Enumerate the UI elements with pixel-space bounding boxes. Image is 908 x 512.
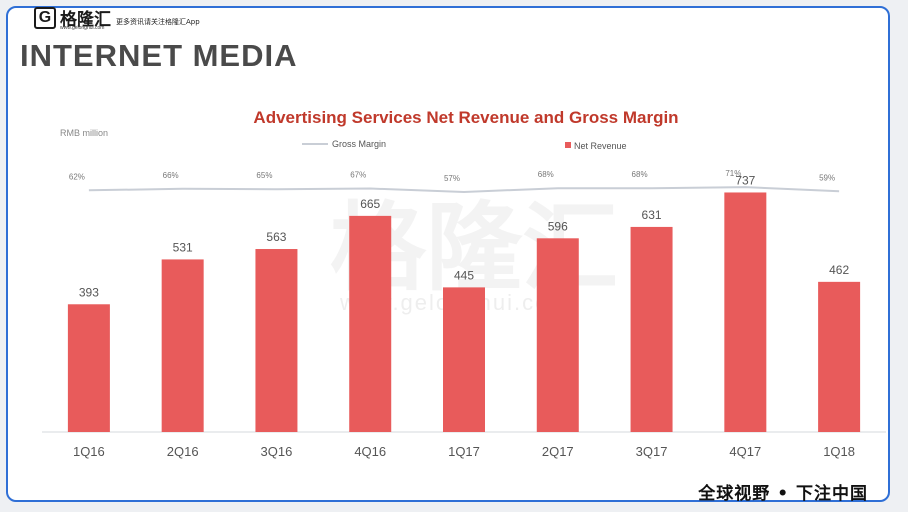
- x-tick-2q17: 2Q17: [542, 444, 574, 459]
- x-tick-1q17: 1Q17: [448, 444, 480, 459]
- bar-label-2q17: 596: [548, 219, 568, 233]
- bar-1q18: [818, 281, 861, 432]
- bar-4q17: [724, 192, 767, 432]
- margin-label-4q16: 67%: [350, 171, 366, 180]
- gross-margin-line: [88, 186, 840, 194]
- bar-label-4q16: 665: [360, 197, 380, 211]
- bar-1q16: [67, 304, 110, 432]
- x-tick-2q16: 2Q16: [167, 444, 199, 459]
- logo-name: 格隆汇: [60, 10, 111, 30]
- x-tick-3q17: 3Q17: [636, 444, 668, 459]
- logo-icon: G: [34, 7, 56, 29]
- logo-url: www.gelonghui.com: [60, 25, 105, 31]
- margin-label-2q17: 68%: [538, 170, 554, 179]
- bar-label-1q17: 445: [454, 268, 474, 282]
- chart-title: Advertising Services Net Revenue and Gro…: [253, 108, 678, 127]
- margin-label-3q16: 65%: [256, 171, 272, 180]
- bar-label-1q18: 462: [829, 263, 849, 277]
- x-tick-4q17: 4Q17: [729, 444, 761, 459]
- slide-title: INTERNET MEDIA: [20, 38, 298, 73]
- bar-2q16: [161, 259, 204, 432]
- bar-3q17: [630, 226, 673, 432]
- margin-label-1q18: 59%: [819, 173, 835, 182]
- margin-label-4q17: 71%: [725, 169, 741, 178]
- legend-label-gross-margin: Gross Margin: [332, 139, 386, 149]
- bar-1q17: [443, 287, 485, 432]
- legend-bar-swatch: [565, 142, 571, 148]
- bar-label-3q17: 631: [642, 208, 662, 222]
- bar-label-4q17: 737: [735, 173, 755, 187]
- legend-label-net-revenue: Net Revenue: [574, 141, 627, 151]
- margin-label-1q17: 57%: [444, 174, 460, 183]
- x-tick-1q18: 1Q18: [823, 444, 855, 459]
- bar-label-2q16: 531: [173, 240, 193, 254]
- x-tick-3q16: 3Q16: [261, 444, 293, 459]
- bar-2q17: [536, 238, 579, 432]
- header-tagline: 更多资讯请关注格隆汇App: [116, 18, 200, 26]
- margin-label-3q17: 68%: [632, 170, 648, 179]
- x-tick-1q16: 1Q16: [73, 444, 105, 459]
- bar-4q16: [349, 215, 392, 432]
- unit-label: RMB million: [60, 128, 108, 138]
- margin-label-1q16: 62%: [69, 172, 85, 181]
- bar-label-3q16: 563: [266, 230, 286, 244]
- bar-label-1q16: 393: [79, 285, 99, 299]
- margin-label-2q16: 66%: [163, 171, 179, 180]
- x-tick-4q16: 4Q16: [354, 444, 386, 459]
- footer-slogan: 全球视野 • 下注中国: [698, 484, 868, 504]
- bar-3q16: [255, 249, 298, 432]
